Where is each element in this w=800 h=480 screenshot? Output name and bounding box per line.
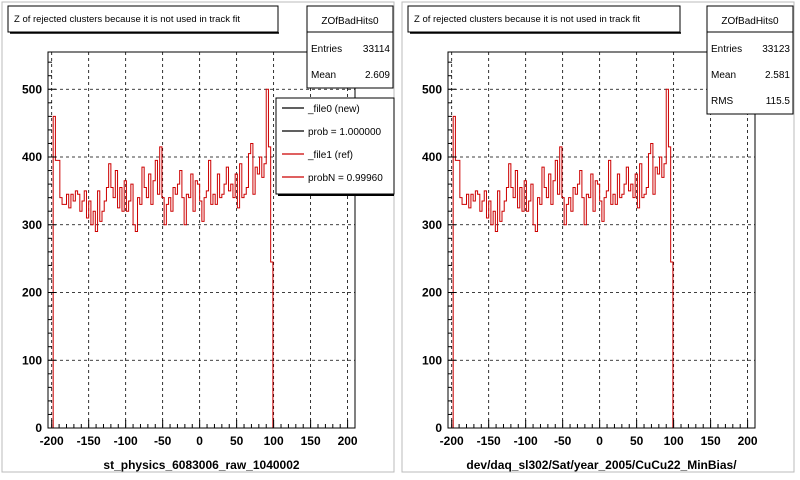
- stats-box: [306, 5, 394, 89]
- x-tick-label: 50: [630, 434, 644, 448]
- plot-frame: [47, 51, 356, 429]
- legend-label-1: prob = 1.000000: [308, 127, 382, 138]
- stats-name: ZOfBadHits0: [721, 16, 779, 27]
- x-tick-label: 100: [264, 434, 284, 448]
- x-tick-label: -50: [154, 434, 172, 448]
- stats-entries-label: Entries: [311, 44, 342, 55]
- legend-label-2: _file1 (ref): [307, 150, 353, 161]
- legend-label-3: probN = 0.99960: [308, 173, 383, 184]
- histogram-series-0: [452, 88, 676, 429]
- x-tick-label: -200: [40, 434, 64, 448]
- stats-rms-value: 115.5: [766, 96, 791, 107]
- stats-mean-label: Mean: [711, 70, 736, 81]
- x-tick-label: 0: [196, 434, 203, 448]
- x-axis-label: st_physics_6083006_raw_1040002: [103, 458, 299, 472]
- x-tick-label: 150: [301, 434, 321, 448]
- x-tick-label: 50: [230, 434, 244, 448]
- y-tick-label: 100: [22, 353, 42, 367]
- y-tick-label: 400: [422, 150, 442, 164]
- stats-name: ZOfBadHits0: [321, 16, 379, 27]
- x-tick-label: -100: [114, 434, 138, 448]
- y-tick-label: 400: [22, 150, 42, 164]
- x-tick-label: 100: [664, 434, 684, 448]
- stats-entries-label: Entries: [711, 44, 742, 55]
- plot-frame: [447, 51, 756, 429]
- histogram-series-0: [52, 88, 276, 429]
- stats-box: [706, 5, 794, 115]
- y-tick-label: 200: [422, 286, 442, 300]
- stats-rms-label: RMS: [711, 96, 734, 107]
- x-tick-label: -100: [514, 434, 538, 448]
- y-tick-label: 0: [435, 421, 442, 435]
- x-tick-label: -200: [440, 434, 464, 448]
- y-tick-label: 500: [22, 82, 42, 96]
- x-tick-label: 200: [338, 434, 358, 448]
- title-box: [7, 5, 279, 33]
- title-box: [407, 5, 681, 33]
- x-axis-label: dev/daq_sl302/Sat/year_2005/CuCu22_MinBi…: [466, 458, 737, 472]
- y-tick-label: 500: [422, 82, 442, 96]
- chart-title: Z of rejected clusters because it is not…: [414, 14, 640, 25]
- stats-mean-label: Mean: [311, 70, 336, 81]
- x-tick-label: 150: [701, 434, 721, 448]
- x-tick-label: -150: [77, 434, 101, 448]
- y-tick-label: 0: [35, 421, 42, 435]
- y-tick-label: 300: [22, 218, 42, 232]
- stats-mean-value: 2.581: [765, 70, 790, 81]
- y-tick-label: 100: [422, 353, 442, 367]
- legend-box: [275, 97, 395, 195]
- stats-entries-value: 33114: [363, 44, 391, 55]
- x-tick-label: 200: [738, 434, 758, 448]
- legend-label-0: _file0 (new): [307, 104, 360, 115]
- x-tick-label: -150: [477, 434, 501, 448]
- stats-mean-value: 2.609: [365, 70, 390, 81]
- stats-entries-value: 33123: [762, 44, 790, 55]
- x-tick-label: 0: [596, 434, 603, 448]
- x-tick-label: -50: [554, 434, 572, 448]
- y-tick-label: 300: [422, 218, 442, 232]
- chart-title: Z of rejected clusters because it is not…: [14, 14, 240, 25]
- y-tick-label: 200: [22, 286, 42, 300]
